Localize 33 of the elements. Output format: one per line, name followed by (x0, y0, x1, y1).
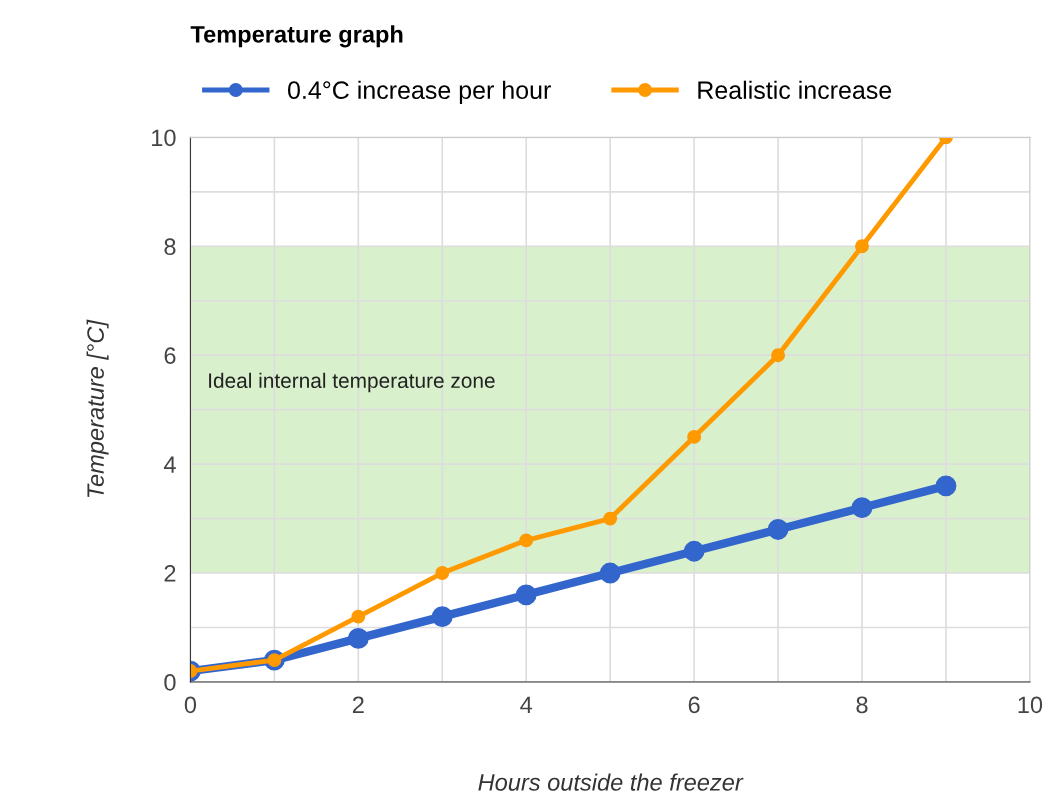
y-axis-title: Temperature [°C] (86, 319, 109, 498)
point (519, 533, 534, 548)
band-label: Ideal internal temperature zone (209, 372, 495, 393)
point (851, 497, 873, 519)
y-tick-label: 10 (152, 129, 176, 147)
point (435, 566, 450, 580)
point (347, 627, 369, 649)
x-tick-label: 10 (1018, 696, 1043, 714)
x-axis-title: Hours outside the freezer (478, 773, 744, 791)
point (935, 475, 957, 497)
point (431, 606, 453, 628)
point (771, 348, 786, 363)
x-tick-label: 8 (856, 696, 868, 714)
chart-title: Temperature graph (190, 25, 403, 48)
y-tick-label: 8 (164, 238, 176, 256)
point (599, 562, 621, 584)
x-tick-label: 0 (184, 696, 197, 714)
point (767, 519, 789, 540)
point (855, 239, 869, 254)
x-tick-label: 4 (520, 696, 533, 713)
point (687, 429, 702, 444)
y-tick-label: 6 (164, 347, 176, 364)
point (351, 609, 366, 624)
x-tick-label: 6 (688, 696, 700, 714)
point (603, 511, 618, 526)
y-tick-label: 0 (164, 674, 176, 691)
y-tick-label: 4 (163, 456, 176, 473)
y-tick-label: 2 (164, 565, 176, 582)
legend-label: Realistic increase (698, 80, 892, 100)
legend-label: 0.4°C increase per hour (287, 80, 551, 104)
point (683, 540, 705, 562)
x-tick-label: 2 (352, 696, 364, 713)
point (515, 584, 537, 606)
